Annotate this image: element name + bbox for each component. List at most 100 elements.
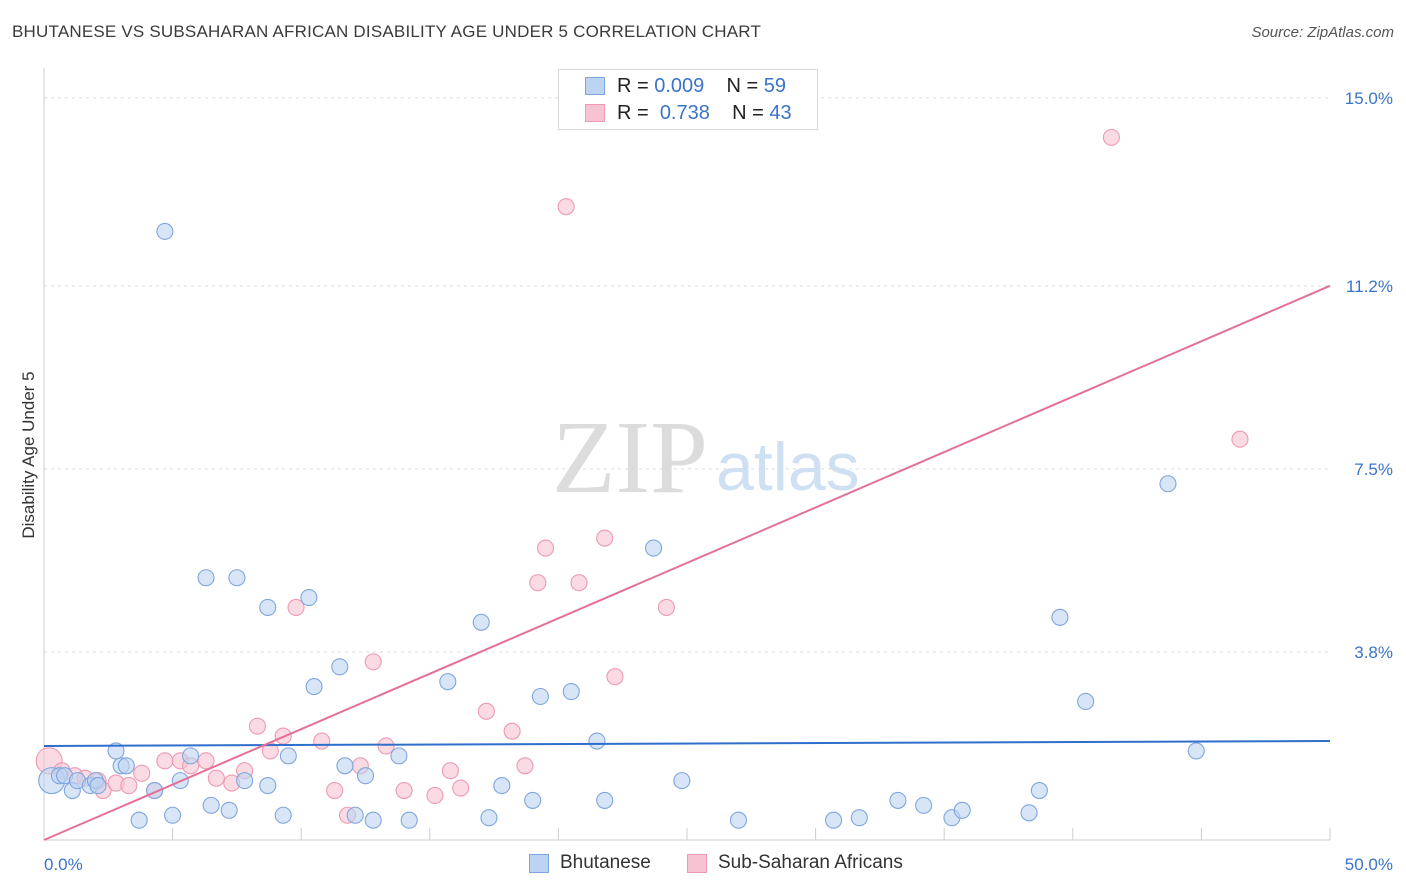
source-label: Source: ZipAtlas.com (1251, 24, 1394, 41)
watermark-zip: ZIP (552, 400, 708, 515)
y-tick-labels: 3.8% 7.5% 11.2% 15.0% (1345, 89, 1393, 662)
x-tick-label-min: 0.0% (44, 855, 83, 874)
point-sub-saharan (452, 779, 470, 797)
point-sub-saharan (536, 539, 555, 557)
point-sub-saharan (133, 764, 151, 782)
point-bhutanese (279, 747, 297, 765)
point-sub-saharan (377, 737, 395, 755)
legend-label-sub-saharan: Sub-Saharan Africans (718, 852, 903, 873)
point-bhutanese (729, 811, 747, 829)
y-axis-title: Disability Age Under 5 (19, 371, 38, 538)
point-sub-saharan (570, 574, 588, 592)
watermark-atlas: atlas (716, 429, 860, 505)
point-bhutanese (889, 791, 907, 809)
point-sub-saharan (287, 598, 305, 616)
n-value: 59 (763, 75, 787, 97)
y-tick-label: 3.8% (1354, 643, 1393, 662)
point-sub-saharan (1231, 430, 1249, 448)
point-sub-saharan (207, 769, 225, 787)
legend-stats: R = 0.009 N = 59 R = 0.738 N = 43 (558, 69, 818, 130)
point-bhutanese (220, 801, 238, 819)
point-sub-saharan (248, 717, 267, 735)
series-bhutanese-points (38, 222, 1205, 829)
point-bhutanese (1020, 804, 1038, 822)
point-bhutanese (331, 658, 349, 676)
legend-swatch-pink (687, 854, 707, 873)
point-sub-saharan (395, 781, 413, 800)
x-tick-label-max: 50.0% (1345, 855, 1393, 874)
n-value: 43 (769, 102, 792, 124)
point-bhutanese (117, 757, 135, 775)
y-tick-label: 7.5% (1354, 460, 1393, 479)
r-label: R = (617, 75, 649, 97)
trend-lines (43, 284, 1331, 841)
point-bhutanese (259, 777, 277, 795)
point-bhutanese (400, 811, 418, 829)
point-bhutanese (588, 732, 606, 750)
trend-line-sub-saharan (43, 284, 1331, 841)
point-bhutanese (915, 796, 933, 814)
legend-swatch-pink (585, 104, 605, 122)
point-bhutanese (531, 687, 549, 706)
n-label: N = (732, 102, 764, 124)
point-bhutanese (364, 811, 382, 829)
watermark: ZIP atlas (552, 400, 860, 515)
point-sub-saharan (1102, 128, 1120, 146)
point-bhutanese (182, 747, 200, 765)
point-sub-saharan (120, 777, 138, 795)
point-sub-saharan (313, 732, 331, 750)
point-bhutanese (130, 811, 148, 829)
point-bhutanese (480, 809, 498, 827)
chart-title: BHUTANESE VS SUBSAHARAN AFRICAN DISABILI… (12, 22, 762, 41)
point-bhutanese (1187, 742, 1205, 760)
point-bhutanese (1159, 475, 1177, 493)
point-bhutanese (1030, 781, 1048, 800)
point-bhutanese (439, 673, 457, 691)
point-bhutanese (274, 806, 292, 824)
point-bhutanese (472, 613, 490, 631)
point-sub-saharan (557, 198, 575, 216)
point-bhutanese (89, 777, 107, 795)
trend-line-bhutanese (43, 740, 1331, 747)
point-sub-saharan (156, 752, 174, 770)
point-bhutanese (390, 747, 408, 765)
point-bhutanese (953, 801, 971, 819)
r-value: 0.738 (659, 102, 710, 124)
legend-swatch-blue (585, 77, 605, 95)
point-bhutanese (236, 772, 254, 790)
point-bhutanese (1051, 608, 1069, 626)
point-sub-saharan (441, 762, 459, 780)
point-bhutanese (825, 811, 843, 829)
point-sub-saharan (516, 757, 534, 775)
point-sub-saharan (364, 653, 382, 671)
grid-lines (44, 97, 1330, 653)
point-bhutanese (164, 806, 182, 824)
point-sub-saharan (657, 598, 675, 616)
legend-text-bhutanese: R = 0.009 N = 59 (617, 75, 786, 98)
point-bhutanese (346, 806, 364, 824)
point-bhutanese (305, 678, 323, 696)
point-bhutanese (107, 742, 125, 760)
point-bhutanese (228, 569, 246, 587)
point-sub-saharan (426, 786, 444, 805)
point-sub-saharan (326, 781, 344, 800)
point-sub-saharan (606, 668, 624, 686)
legend-swatch-blue (529, 854, 549, 873)
point-bhutanese (259, 598, 277, 616)
legend-text-sub-saharan: R = 0.738 N = 43 (617, 102, 792, 125)
point-bhutanese (493, 777, 511, 795)
point-sub-saharan (477, 702, 495, 720)
point-bhutanese (645, 539, 663, 557)
point-bhutanese (336, 757, 354, 775)
point-bhutanese (562, 683, 580, 701)
n-label: N = (726, 75, 759, 97)
point-sub-saharan (596, 529, 614, 547)
r-label: R = (617, 102, 649, 124)
point-bhutanese (156, 222, 174, 240)
y-tick-label: 11.2% (1346, 277, 1393, 296)
point-bhutanese (202, 796, 220, 814)
point-sub-saharan (529, 574, 547, 592)
point-bhutanese (596, 791, 614, 809)
point-bhutanese (673, 772, 691, 790)
point-bhutanese (197, 569, 215, 587)
